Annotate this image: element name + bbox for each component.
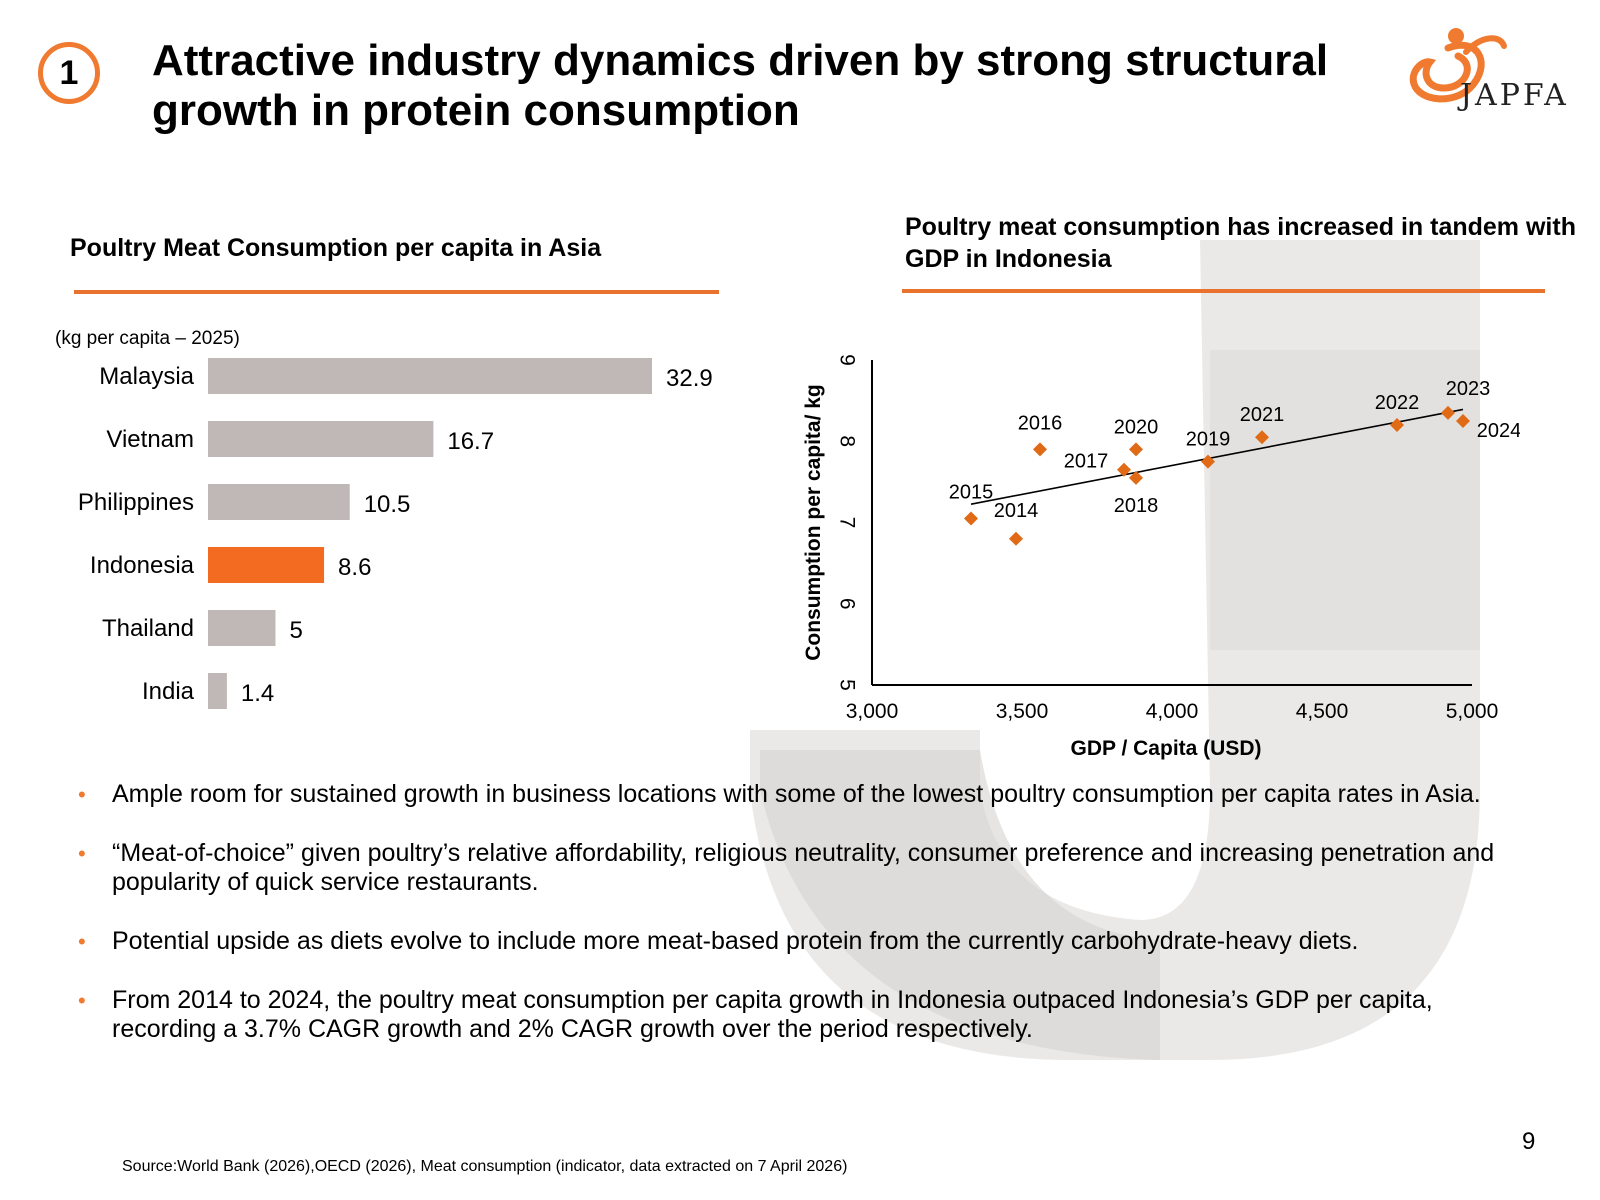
point-label: 2015 (949, 481, 994, 503)
bullet-text: Ample room for sustained growth in busin… (112, 780, 1481, 808)
section-number-badge: 1 (38, 42, 100, 104)
y-tick-label: 8 (835, 435, 858, 447)
scatter-chart-title: Poultry meat consumption has increased i… (905, 213, 1576, 273)
x-axis-label: GDP / Capita (USD) (1071, 737, 1262, 760)
bar (208, 547, 325, 583)
x-tick-label: 3,000 (846, 700, 899, 723)
point-label: 2023 (1446, 378, 1491, 400)
category-label: Malaysia (99, 363, 194, 390)
data-point (1255, 430, 1269, 445)
bar-chart: Malaysia 32.9 Vietnam 16.7 Philippines 10.5 In… (78, 358, 713, 709)
page-title-line-2: growth in protein consumption (152, 86, 800, 135)
value-label: 10.5 (364, 491, 411, 518)
point-label: 2022 (1375, 392, 1420, 414)
bar (208, 358, 652, 394)
value-label: 32.9 (666, 365, 713, 392)
bar-chart-title-underline (74, 290, 719, 294)
x-tick-label: 5,000 (1446, 700, 1499, 723)
point-label: 2020 (1114, 416, 1159, 438)
data-point (1117, 462, 1131, 477)
logo-arm-swoosh (1463, 35, 1507, 55)
scatter-chart-title-underline (902, 289, 1545, 293)
bullet-dot-icon: • (78, 841, 86, 866)
page-title: Attractive industry dynamics driven by s… (152, 36, 1372, 136)
bar (208, 484, 350, 520)
data-point (1129, 442, 1143, 457)
background-photo-montage (750, 240, 1480, 1060)
source-note: Source:World Bank (2026),OECD (2026), Me… (122, 1158, 848, 1175)
logo-figure-swoosh (1409, 41, 1485, 103)
photo-texture-block (1210, 350, 1480, 650)
bullet-dot-icon: • (78, 782, 86, 807)
bar (208, 673, 227, 709)
japfa-logo-icon (1409, 28, 1507, 103)
bullet-text: From 2014 to 2024, the poultry meat cons… (112, 986, 1433, 1043)
value-label: 1.4 (241, 680, 274, 707)
bar-chart-title: Poultry Meat Consumption per capita in A… (70, 234, 602, 262)
bar (208, 421, 434, 457)
y-tick-label: 9 (835, 354, 858, 366)
scatter-chart: 3,000 3,500 4,000 4,500 5,000 5 6 7 8 9 GDP / Capi… (802, 354, 1520, 760)
page-number: 9 (1522, 1128, 1536, 1155)
y-tick-label: 5 (835, 679, 858, 691)
y-axis-label: Consumption per capita/ kg (802, 384, 825, 661)
data-point (1033, 442, 1047, 457)
x-tick-label: 3,500 (996, 700, 1049, 723)
trendline (970, 408, 1464, 505)
photo-texture-band (760, 750, 1160, 1060)
category-label: Vietnam (106, 426, 194, 453)
bullet-text: Potential upside as diets evolve to incl… (112, 927, 1359, 955)
data-point (1441, 405, 1455, 420)
category-label: Philippines (78, 489, 194, 516)
point-label: 2024 (1477, 420, 1520, 442)
point-label: 2021 (1240, 404, 1285, 426)
bullet-dot-icon: • (78, 929, 86, 954)
page-title-line-1: Attractive industry dynamics driven by s… (152, 36, 1329, 85)
category-label: India (142, 678, 195, 705)
value-label: 16.7 (447, 428, 494, 455)
bullet-item: • Ample room for sustained growth in busi… (78, 780, 1538, 809)
point-label: 2019 (1186, 429, 1231, 451)
point-label: 2016 (1018, 412, 1063, 434)
bar-chart-unit-label: (kg per capita – 2025) (55, 328, 240, 349)
data-point (1129, 470, 1143, 485)
x-tick-label: 4,000 (1146, 700, 1199, 723)
bullet-dot-icon: • (78, 988, 86, 1013)
data-point (1456, 413, 1470, 428)
category-label: Thailand (102, 615, 194, 642)
data-point (1390, 418, 1404, 432)
data-point (964, 511, 978, 526)
y-tick-label: 6 (835, 598, 858, 610)
category-label: Indonesia (90, 552, 195, 579)
data-point (1009, 531, 1023, 546)
bullet-item: • “Meat-of-choice” given poultry’s relati… (78, 839, 1538, 897)
bullet-item: • From 2014 to 2024, the poultry meat con… (78, 986, 1538, 1044)
point-label: 2014 (994, 500, 1039, 522)
data-point (1201, 454, 1215, 469)
point-label: 2018 (1114, 495, 1159, 517)
point-label: 2017 (1064, 451, 1109, 473)
bar (208, 610, 276, 646)
logo-text: JAPFA (1460, 78, 1569, 113)
logo-head (1448, 28, 1464, 44)
x-tick-label: 4,500 (1296, 700, 1349, 723)
y-tick-label: 7 (835, 517, 858, 529)
bullet-item: • Potential upside as diets evolve to inc… (78, 927, 1538, 956)
bullet-text: “Meat-of-choice” given poultry’s relativ… (112, 839, 1495, 896)
value-label: 8.6 (338, 554, 371, 581)
value-label: 5 (289, 617, 302, 644)
bullet-list: • Ample room for sustained growth in busi… (78, 780, 1538, 1074)
